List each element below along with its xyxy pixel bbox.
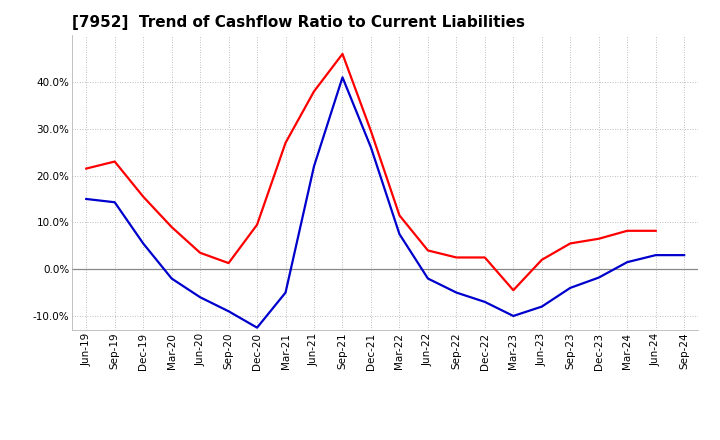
Operating CF to Current Liabilities (395, 213, 404, 218)
Free CF to Current Liabilities (680, 253, 688, 258)
Free CF to Current Liabilities (167, 276, 176, 281)
Operating CF to Current Liabilities (480, 255, 489, 260)
Operating CF to Current Liabilities (338, 51, 347, 57)
Free CF to Current Liabilities (110, 200, 119, 205)
Operating CF to Current Liabilities (167, 224, 176, 230)
Free CF to Current Liabilities (139, 241, 148, 246)
Line: Operating CF to Current Liabilities: Operating CF to Current Liabilities (86, 54, 656, 290)
Operating CF to Current Liabilities (537, 257, 546, 262)
Operating CF to Current Liabilities (566, 241, 575, 246)
Operating CF to Current Liabilities (423, 248, 432, 253)
Free CF to Current Liabilities (652, 253, 660, 258)
Free CF to Current Liabilities (480, 299, 489, 304)
Free CF to Current Liabilities (338, 75, 347, 80)
Operating CF to Current Liabilities (310, 89, 318, 94)
Line: Free CF to Current Liabilities: Free CF to Current Liabilities (86, 77, 684, 328)
Operating CF to Current Liabilities (366, 128, 375, 134)
Operating CF to Current Liabilities (225, 260, 233, 266)
Operating CF to Current Liabilities (139, 194, 148, 199)
Text: [7952]  Trend of Cashflow Ratio to Current Liabilities: [7952] Trend of Cashflow Ratio to Curren… (72, 15, 525, 30)
Free CF to Current Liabilities (225, 308, 233, 314)
Operating CF to Current Liabilities (652, 228, 660, 234)
Operating CF to Current Liabilities (452, 255, 461, 260)
Free CF to Current Liabilities (395, 231, 404, 237)
Operating CF to Current Liabilities (110, 159, 119, 164)
Free CF to Current Liabilities (310, 164, 318, 169)
Free CF to Current Liabilities (452, 290, 461, 295)
Free CF to Current Liabilities (623, 260, 631, 265)
Operating CF to Current Liabilities (595, 236, 603, 242)
Operating CF to Current Liabilities (253, 222, 261, 227)
Free CF to Current Liabilities (366, 145, 375, 150)
Free CF to Current Liabilities (566, 285, 575, 290)
Free CF to Current Liabilities (509, 313, 518, 319)
Operating CF to Current Liabilities (282, 140, 290, 146)
Free CF to Current Liabilities (196, 295, 204, 300)
Operating CF to Current Liabilities (196, 250, 204, 256)
Free CF to Current Liabilities (595, 275, 603, 280)
Free CF to Current Liabilities (423, 276, 432, 281)
Operating CF to Current Liabilities (82, 166, 91, 171)
Free CF to Current Liabilities (537, 304, 546, 309)
Free CF to Current Liabilities (282, 290, 290, 295)
Operating CF to Current Liabilities (509, 288, 518, 293)
Free CF to Current Liabilities (82, 196, 91, 202)
Free CF to Current Liabilities (253, 325, 261, 330)
Operating CF to Current Liabilities (623, 228, 631, 234)
